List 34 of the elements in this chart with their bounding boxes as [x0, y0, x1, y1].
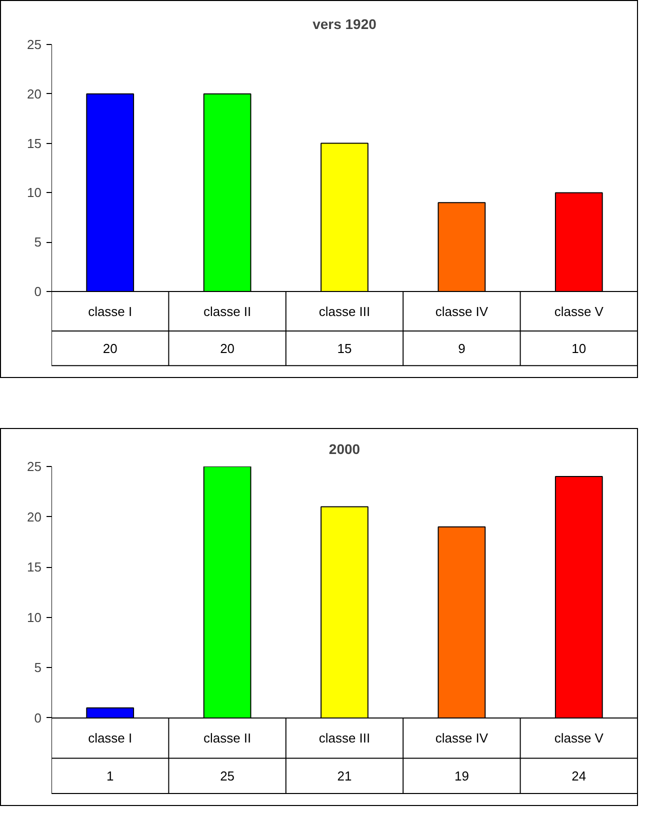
data-label: 9: [458, 340, 466, 356]
x-tick-label: classe III: [318, 304, 370, 319]
data-label: 15: [337, 340, 352, 356]
x-tick-label: classe II: [203, 304, 252, 319]
chart-title: vers 1920: [312, 16, 377, 32]
x-tick-label: classe II: [203, 730, 252, 746]
x-tick-label: classe IV: [435, 304, 488, 319]
chart-title: 2000: [328, 441, 360, 457]
data-label: 20: [102, 340, 118, 356]
y-tick-label: 10: [27, 185, 42, 200]
y-tick-label: 10: [27, 610, 42, 625]
x-tick-label: classe III: [318, 730, 370, 746]
x-tick-label: classe IV: [435, 730, 488, 746]
y-tick-label: 5: [34, 234, 42, 250]
y-tick-label: 25: [27, 37, 42, 52]
y-tick-label: 0: [34, 710, 42, 726]
y-tick-label: 5: [34, 660, 42, 676]
data-label: 10: [572, 340, 586, 356]
y-tick-label: 0: [34, 284, 42, 300]
x-tick-label: classe I: [88, 730, 132, 746]
x-tick-label: classe V: [554, 730, 604, 746]
y-tick-label: 15: [27, 560, 42, 575]
data-label: 19: [454, 768, 469, 784]
y-tick-label: 20: [27, 86, 42, 102]
data-label: 20: [220, 340, 235, 356]
x-tick-label: classe I: [88, 304, 132, 319]
y-tick-label: 20: [27, 509, 42, 524]
data-label: 1: [106, 768, 114, 784]
y-tick-label: 25: [27, 459, 42, 474]
y-tick-label: 15: [27, 136, 42, 151]
data-label: 21: [337, 768, 352, 784]
x-tick-label: classe V: [554, 304, 604, 319]
data-label: 25: [220, 768, 235, 784]
data-label: 24: [572, 768, 586, 784]
